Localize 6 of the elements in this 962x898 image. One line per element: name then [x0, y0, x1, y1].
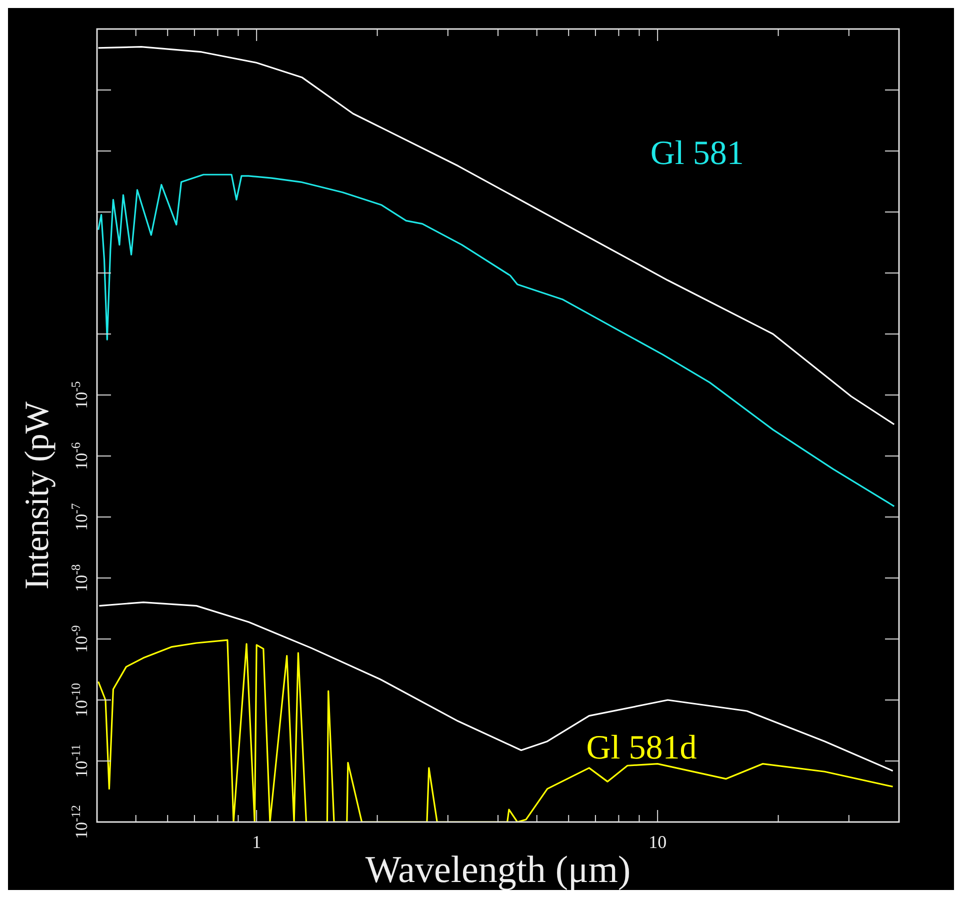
- x-tick-label: 1: [252, 832, 262, 852]
- x-axis-title: Wavelength (μm): [365, 849, 631, 891]
- series-label: Gl 581d: [586, 730, 697, 767]
- x-tick-label: 10: [648, 832, 667, 852]
- y-axis-title: Intensity (pW: [19, 400, 56, 590]
- text: Gl 581: [650, 134, 744, 172]
